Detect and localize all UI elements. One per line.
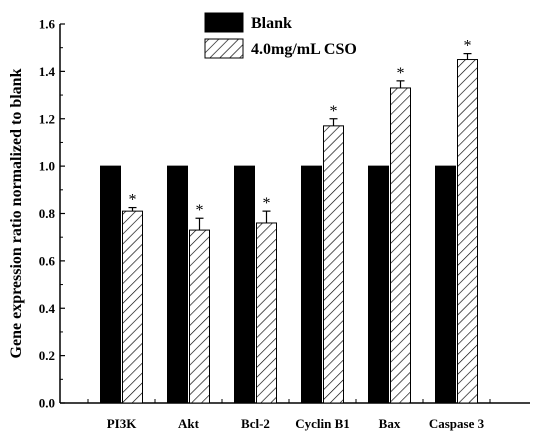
- legend-label-cso: 4.0mg/mL CSO: [251, 41, 357, 58]
- significance-star: *: [397, 65, 405, 82]
- significance-star: *: [263, 195, 271, 212]
- bar-blank: [234, 165, 255, 404]
- x-category-label: Caspase 3: [429, 416, 485, 431]
- bar-blank: [100, 165, 121, 404]
- bar-blank: [435, 165, 456, 404]
- significance-star: *: [464, 38, 472, 55]
- legend-label-blank: Blank: [251, 15, 292, 32]
- y-tick-label: 1.6: [39, 17, 56, 32]
- significance-star: *: [330, 103, 338, 120]
- legend-swatch-blank: [204, 12, 244, 33]
- bar-cso: [457, 59, 478, 404]
- x-category-label: Cyclin B1: [295, 416, 350, 431]
- significance-star: *: [196, 202, 204, 219]
- y-tick-label: 1.4: [39, 64, 56, 79]
- y-tick-label: 1.2: [39, 111, 55, 126]
- bar-cso: [189, 229, 210, 404]
- legend-swatch-cso: [204, 38, 244, 59]
- bar-blank: [167, 165, 188, 404]
- y-tick-label: 0.4: [39, 301, 56, 316]
- x-category-label: Bcl-2: [241, 416, 270, 431]
- bar-cso: [323, 125, 344, 404]
- y-tick-label: 1.0: [39, 159, 55, 174]
- y-tick-label: 0.8: [39, 206, 56, 221]
- x-category-label: PI3K: [107, 416, 138, 431]
- x-category-label: Akt: [178, 416, 200, 431]
- bar-blank: [368, 165, 389, 404]
- bar-blank: [301, 165, 322, 404]
- y-axis-title: Gene expression ratio normalized to blan…: [8, 68, 25, 358]
- bar-cso: [390, 87, 411, 404]
- y-tick-label: 0.6: [39, 253, 56, 268]
- x-category-label: Bax: [379, 416, 401, 431]
- bar-cso: [256, 222, 277, 404]
- y-tick-label: 0.2: [39, 348, 55, 363]
- bar-cso: [122, 210, 143, 404]
- y-tick-label: 0.0: [39, 396, 55, 411]
- significance-star: *: [129, 192, 137, 209]
